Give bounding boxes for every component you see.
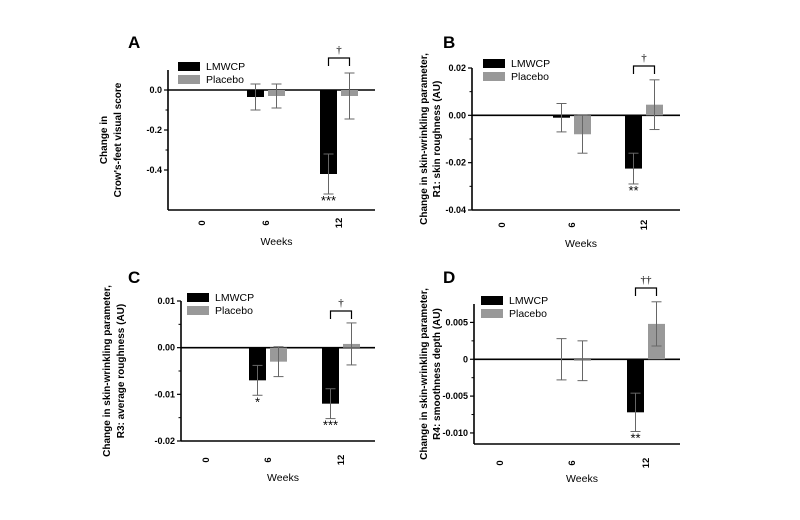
- y-axis-label: R4: smoothness depth (AU): [432, 308, 443, 440]
- x-tick-label: 6: [263, 457, 274, 462]
- y-tick-label: 0.00: [448, 110, 466, 120]
- x-tick-label: 0: [497, 222, 508, 227]
- panel-b: B 0.02 0.00 -0.02 -0.04 0 6 12 Weeks Change in s…: [419, 33, 680, 250]
- significance-marker: **: [628, 183, 638, 198]
- x-tick-label: 0: [197, 220, 208, 225]
- legend-label: LMWCP: [509, 295, 548, 307]
- bracket-label: †: [641, 52, 647, 64]
- y-tick-label: 0.02: [448, 63, 466, 73]
- x-axis-label: Weeks: [566, 473, 598, 485]
- legend-swatch: [483, 59, 505, 68]
- significance-marker: *: [255, 394, 260, 409]
- y-axis-label: Change in skin-wrinkling parameter,: [419, 288, 430, 460]
- significance-marker: ***: [321, 193, 336, 208]
- x-tick-label: 0: [495, 460, 506, 465]
- panel-c-plot: 0.01 0.00 -0.01 -0.02 0 6 12 Weeks Change in ski…: [102, 285, 375, 484]
- x-tick-label: 6: [567, 222, 578, 227]
- legend-swatch: [187, 306, 209, 315]
- bar-lmwcp: [249, 347, 266, 381]
- bracket-label: ††: [641, 274, 653, 286]
- y-tick-label: 0: [463, 354, 468, 364]
- x-axis-label: Weeks: [565, 238, 597, 250]
- panel-a-plot: 0.0 -0.2 -0.4 0 6 12 Weeks Change in Crow's-feet…: [99, 44, 375, 248]
- x-tick-label: 12: [639, 220, 650, 231]
- y-tick-label: 0.01: [157, 296, 175, 306]
- x-tick-label: 12: [334, 218, 345, 229]
- y-axis-label: Change in skin-wrinkling parameter,: [102, 285, 113, 457]
- y-tick-label: 0.00: [157, 343, 175, 353]
- legend-label: Placebo: [215, 305, 253, 317]
- panel-d: D 0.005 0 -0.005 -0.010 0 6 12 Weeks Change in s…: [419, 268, 680, 485]
- y-tick-label: -0.4: [146, 165, 162, 175]
- x-tick-label: 12: [641, 458, 652, 469]
- legend-label: LMWCP: [206, 61, 245, 73]
- x-axis-label: Weeks: [267, 472, 299, 484]
- y-tick-label: 0.005: [445, 317, 468, 327]
- panel-c: C 0.01 0.00 -0.01 -0.02 0 6 12 Weeks Change in s…: [102, 268, 375, 484]
- y-axis-label: R1: skin roughness (AU): [432, 81, 443, 198]
- legend-label: Placebo: [511, 71, 549, 83]
- bar-lmwcp: [627, 359, 644, 413]
- panel-a: A 0.0 -0.2 -0.4 0 6 12 Weeks Change in Crow's-fe…: [99, 33, 375, 248]
- bar-lmwcp: [625, 115, 642, 169]
- y-axis-label: Change in: [99, 116, 110, 164]
- x-tick-label: 12: [336, 455, 347, 466]
- legend-swatch: [481, 309, 503, 318]
- panel-letter: B: [443, 33, 455, 52]
- y-axis-label: R3: average roughness (AU): [116, 304, 127, 438]
- legend-swatch: [481, 296, 503, 305]
- y-tick-label: -0.01: [154, 389, 175, 399]
- legend-label: Placebo: [206, 74, 244, 86]
- y-axis-label: Change in skin-wrinkling parameter,: [419, 53, 430, 225]
- panel-d-plot: 0.005 0 -0.005 -0.010 0 6 12 Weeks Change in ski…: [419, 274, 680, 485]
- y-tick-label: 0.0: [149, 85, 162, 95]
- bracket-label: †: [336, 44, 342, 56]
- comparison-bracket: [634, 287, 658, 296]
- y-tick-label: -0.04: [445, 205, 466, 215]
- legend-swatch: [187, 293, 209, 302]
- panel-letter: A: [128, 33, 140, 52]
- y-tick-label: -0.02: [154, 436, 175, 446]
- legend-label: Placebo: [509, 308, 547, 320]
- x-tick-label: 6: [261, 220, 272, 225]
- y-tick-label: -0.02: [445, 158, 466, 168]
- y-tick-label: -0.010: [442, 428, 468, 438]
- y-axis-label: Crow's-feet visual score: [113, 82, 124, 197]
- legend-swatch: [483, 72, 505, 81]
- legend-label: LMWCP: [215, 292, 254, 304]
- x-axis-label: Weeks: [261, 236, 293, 248]
- legend-swatch: [178, 75, 200, 84]
- y-tick-label: -0.2: [146, 125, 162, 135]
- comparison-bracket: [632, 65, 656, 74]
- bracket-label: †: [338, 297, 344, 309]
- bar-lmwcp: [320, 90, 337, 174]
- x-tick-label: 0: [201, 457, 212, 462]
- y-tick-label: -0.005: [442, 391, 468, 401]
- x-tick-label: 6: [567, 460, 578, 465]
- significance-marker: ***: [323, 418, 338, 433]
- bar-lmwcp: [322, 347, 339, 404]
- comparison-bracket: [329, 310, 353, 319]
- legend-label: LMWCP: [511, 58, 550, 70]
- significance-marker: **: [630, 430, 640, 445]
- panel-letter: D: [443, 268, 455, 287]
- comparison-bracket: [327, 57, 351, 66]
- legend-swatch: [178, 62, 200, 71]
- panel-b-plot: 0.02 0.00 -0.02 -0.04 0 6 12 Weeks Change in ski…: [419, 52, 680, 250]
- panel-letter: C: [128, 268, 140, 287]
